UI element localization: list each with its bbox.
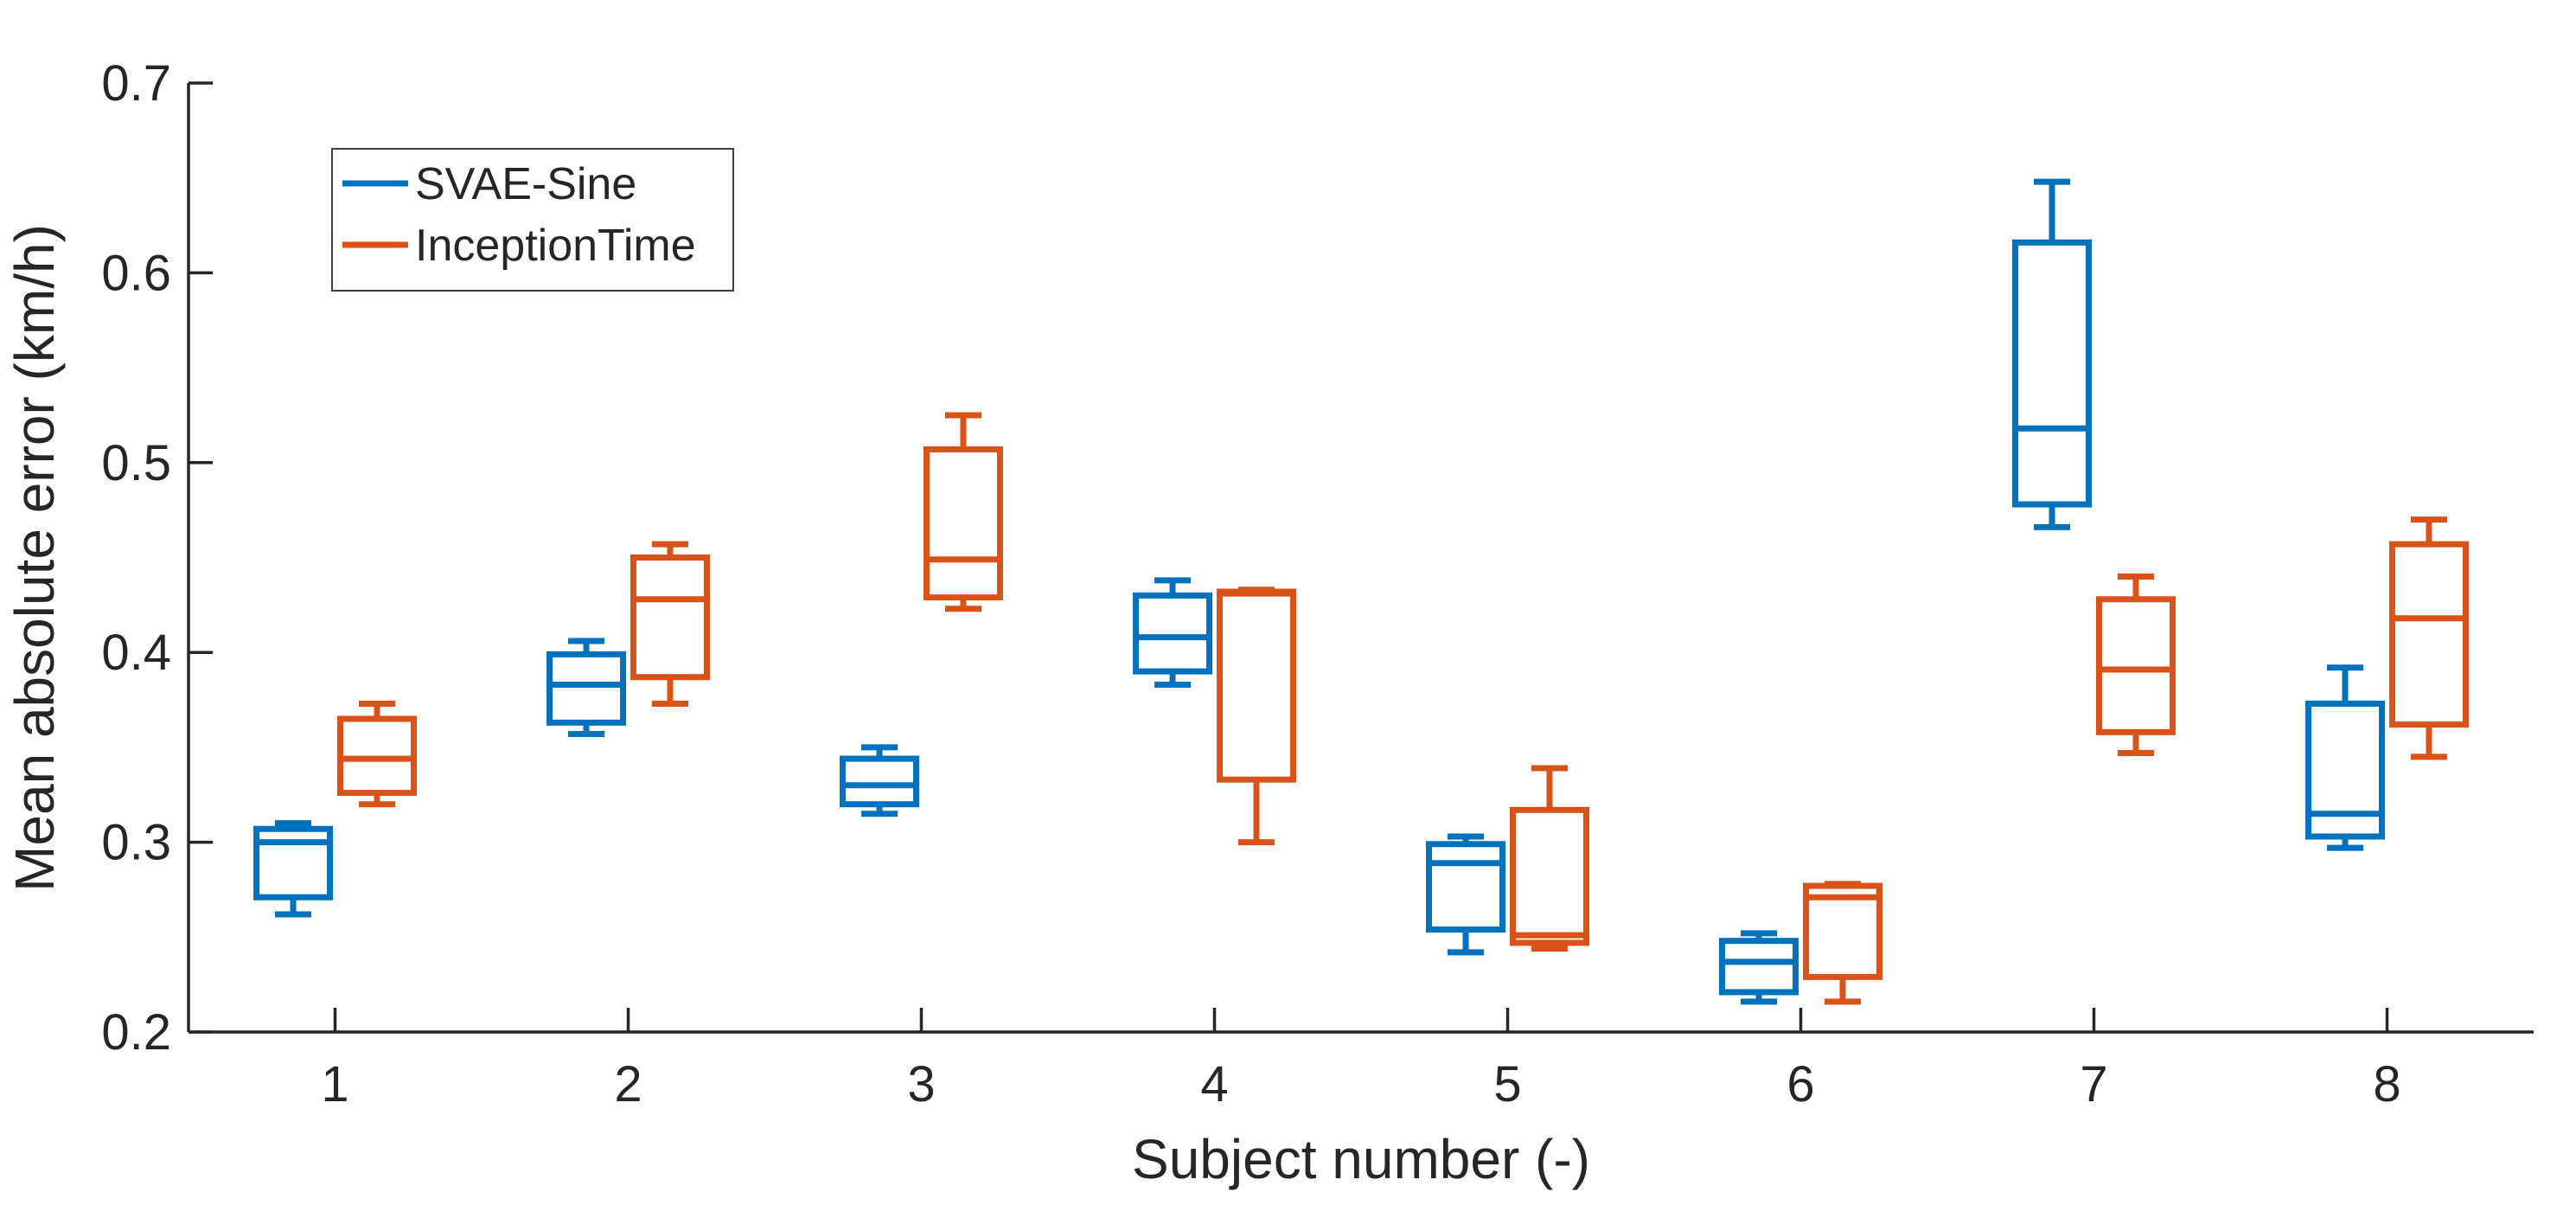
box-svae-sine-subject-1 [253, 825, 334, 901]
x-tick-label-7: 7 [2080, 1056, 2107, 1112]
x-tick-label-5: 5 [1493, 1056, 1521, 1112]
box-svae-sine-subject-3 [840, 755, 920, 808]
x-tick-label-8: 8 [2373, 1056, 2400, 1112]
box-svae-sine-subject-5 [1426, 841, 1506, 933]
legend: SVAE-Sine InceptionTime [331, 148, 734, 292]
legend-box [331, 148, 734, 292]
y-tick-label-0.7: 0.7 [101, 55, 171, 112]
box-inceptiontime-subject-8 [2388, 541, 2469, 728]
x-tick-label-2: 2 [614, 1056, 642, 1112]
plot-area: 0.2 0.3 0.4 0.5 0.6 0.7 1 2 3 4 5 6 7 8 [101, 55, 2534, 1112]
y-tick-label-0.4: 0.4 [101, 625, 171, 681]
legend-label-inceptiontime: InceptionTime [415, 221, 696, 271]
y-axis-label: Mean absolute error (km/h) [3, 224, 66, 892]
box-inceptiontime-subject-2 [630, 555, 710, 681]
box-inceptiontime-subject-7 [2095, 596, 2176, 735]
y-tick-label-0.3: 0.3 [101, 815, 171, 871]
box-svae-sine-subject-8 [2305, 700, 2386, 840]
box-inceptiontime-subject-4 [1216, 588, 1296, 783]
legend-label-svae-sine: SVAE-Sine [415, 159, 636, 209]
x-axis-label: Subject number (-) [1132, 1128, 1590, 1190]
y-tick-label-0.5: 0.5 [101, 435, 171, 491]
x-tick-label-3: 3 [907, 1056, 935, 1112]
x-tick-label-6: 6 [1787, 1056, 1814, 1112]
box-svae-sine-subject-4 [1133, 592, 1213, 675]
x-tick-label-4: 4 [1200, 1056, 1228, 1112]
y-tick-label-0.2: 0.2 [101, 1004, 171, 1061]
box-inceptiontime-subject-3 [923, 446, 1003, 601]
y-tick-label-0.6: 0.6 [101, 245, 171, 301]
box-svae-sine-subject-7 [2012, 239, 2093, 508]
box-svae-sine-subject-6 [1719, 938, 1799, 996]
x-tick-label-1: 1 [321, 1056, 348, 1112]
box-inceptiontime-subject-6 [1802, 882, 1882, 980]
box-svae-sine-subject-2 [547, 651, 627, 726]
box-inceptiontime-subject-5 [1509, 806, 1589, 946]
